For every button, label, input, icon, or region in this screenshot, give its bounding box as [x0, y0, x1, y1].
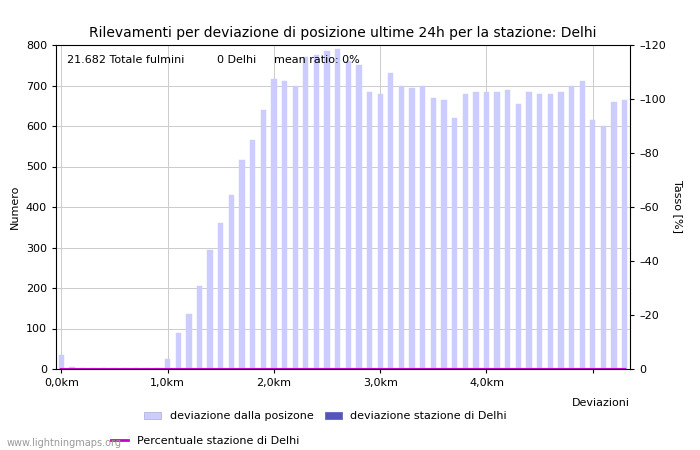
Bar	[260, 110, 266, 369]
Bar	[420, 86, 426, 369]
Text: 0 Delhi: 0 Delhi	[217, 55, 256, 65]
Bar	[580, 81, 584, 369]
Bar	[176, 333, 181, 369]
Y-axis label: Tasso [%]: Tasso [%]	[673, 180, 682, 234]
Bar	[122, 368, 127, 369]
Bar	[154, 368, 160, 369]
Bar	[452, 118, 457, 369]
Bar	[207, 250, 213, 369]
Bar	[229, 195, 234, 369]
Bar	[601, 126, 606, 369]
Bar	[399, 86, 404, 369]
Bar	[356, 65, 362, 369]
Bar	[430, 98, 436, 369]
Bar	[293, 86, 297, 369]
Bar	[335, 49, 340, 369]
Bar	[410, 88, 414, 369]
Bar	[590, 120, 596, 369]
Bar	[69, 367, 75, 369]
Bar	[346, 61, 351, 369]
Bar	[473, 92, 479, 369]
Bar	[367, 92, 372, 369]
Bar	[537, 94, 542, 369]
Bar	[133, 368, 139, 369]
Bar	[324, 51, 330, 369]
Bar	[239, 161, 245, 369]
Bar	[218, 223, 223, 369]
Bar	[463, 94, 468, 369]
Bar	[569, 86, 574, 369]
Bar	[505, 90, 510, 369]
Bar	[197, 286, 202, 369]
Bar	[59, 355, 64, 369]
Bar	[80, 368, 85, 369]
Bar	[377, 94, 383, 369]
Bar	[303, 57, 309, 369]
Bar	[314, 55, 319, 369]
Bar	[484, 92, 489, 369]
Bar	[186, 315, 192, 369]
Y-axis label: Numero: Numero	[10, 185, 20, 229]
Bar	[547, 94, 553, 369]
Bar	[102, 368, 106, 369]
Bar	[250, 140, 255, 369]
Bar	[165, 359, 170, 369]
Text: www.lightningmaps.org: www.lightningmaps.org	[7, 438, 122, 448]
Title: Rilevamenti per deviazione di posizione ultime 24h per la stazione: Delhi: Rilevamenti per deviazione di posizione …	[89, 26, 596, 40]
Bar	[271, 80, 277, 369]
Text: 21.682 Totale fulmini: 21.682 Totale fulmini	[67, 55, 185, 65]
Bar	[516, 104, 521, 369]
Bar	[526, 92, 532, 369]
Text: Deviazioni: Deviazioni	[572, 398, 630, 408]
Bar	[494, 92, 500, 369]
Bar	[558, 92, 564, 369]
Text: mean ratio: 0%: mean ratio: 0%	[274, 55, 360, 65]
Bar	[441, 100, 447, 369]
Bar	[389, 73, 393, 369]
Bar	[112, 368, 117, 369]
Bar	[90, 368, 96, 369]
Bar	[282, 81, 287, 369]
Legend: Percentuale stazione di Delhi: Percentuale stazione di Delhi	[107, 431, 304, 450]
Bar	[611, 102, 617, 369]
Bar	[622, 100, 627, 369]
Bar	[144, 368, 149, 369]
